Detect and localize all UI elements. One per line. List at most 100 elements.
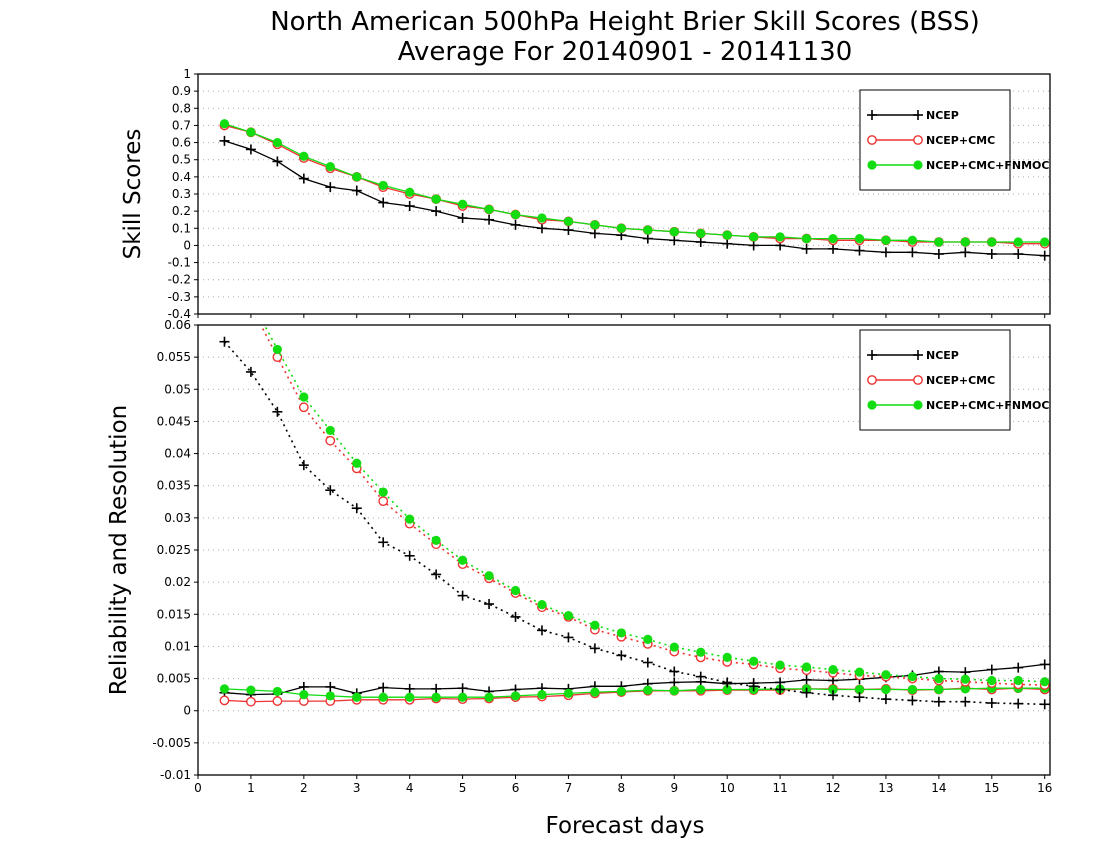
data-point [828,690,839,701]
data-point [378,487,388,497]
data-point [563,688,574,698]
data-point [272,406,283,417]
data-point [299,151,309,161]
legend-item: NCEP+CMC+FNMOC [867,159,1049,172]
data-point [219,684,230,694]
legend-marker [913,110,923,120]
y-tick-label: 0.3 [172,187,191,201]
y-tick-label: 0.005 [157,672,191,686]
data-point [669,642,679,652]
y-tick-label: 0.6 [172,136,191,150]
data-point [510,585,521,596]
data-point [828,233,838,244]
y-tick-label: -0.2 [168,273,191,287]
data-point [510,611,521,622]
data-point [642,657,653,668]
data-point [801,243,812,254]
data-point [484,214,495,225]
y-tick-label: -0.005 [152,736,191,750]
data-point [642,233,653,244]
data-point [933,249,944,259]
data-point [325,161,335,172]
data-point [272,137,282,148]
x-tick-label: 14 [931,781,946,795]
y-tick-label: 0.015 [157,607,191,621]
data-point [457,199,468,209]
panel-bottom: -0.01 -0.005 0 0.005 0.01 0.015 0.02 0.025 0.03 0… [106,250,1052,795]
data-point [907,672,918,682]
data-point [563,632,574,643]
x-tick-label: 7 [565,781,573,795]
data-point [272,344,282,355]
data-point [828,684,838,695]
data-point [457,213,468,223]
data-point [510,209,521,220]
data-point [1039,659,1050,670]
data-point [907,247,918,258]
legend-bottom: NCEP NCEP+CMC NCEP+CMC+FNMOC [859,329,1049,431]
data-point [219,119,230,129]
data-point [1013,249,1024,259]
y-tick-label: 0.04 [164,447,191,461]
data-point [457,692,468,702]
x-tick-label: 9 [670,781,678,795]
data-point [404,683,415,694]
y-tick-label: 0.4 [172,170,191,184]
legend-label: NCEP+CMC [926,134,995,147]
y-tick-label: 0.03 [164,511,191,525]
data-point [404,201,415,211]
y-tick-label: 1 [183,67,191,81]
data-point [775,232,785,242]
data-point [1013,698,1024,709]
x-tick-label: 10 [720,781,735,795]
data-point [722,230,732,240]
data-point [933,696,944,707]
data-point [695,237,706,247]
series-line [263,325,1045,683]
data-point [484,204,494,215]
data-point [722,684,732,695]
data-point [589,643,600,654]
data-point [801,687,812,698]
data-point [854,692,865,703]
data-point [1039,699,1050,710]
data-point [722,652,732,662]
data-point [378,180,388,191]
data-point [431,683,442,694]
series-ncep-cmc-solid [219,683,1050,707]
y-tick-label: 0.05 [164,382,191,396]
data-point [986,698,997,708]
series-ncep-cmc-fnmoc-solid [219,119,1050,247]
data-point [801,662,812,672]
y-tick-label: 0.035 [157,479,191,493]
data-point [828,664,838,675]
data-point [616,686,626,697]
y-axis-label-top: Skill Scores [120,129,146,260]
legend-label: NCEP+CMC [926,374,995,387]
data-point [722,238,733,249]
data-point [563,610,574,621]
data-point [352,692,362,702]
legend-marker [913,160,923,170]
legend-label: NCEP [926,349,959,362]
data-point [536,223,547,234]
data-point [220,250,229,259]
y-tick-label: 0 [183,238,191,252]
data-point [880,694,891,705]
data-point [643,685,653,695]
x-tick-label: 2 [300,781,308,795]
y-tick-label: 0.2 [172,204,191,218]
data-point [589,228,600,239]
data-point [352,458,362,468]
y-tick-label: 0 [183,704,191,718]
data-point [431,194,441,204]
data-point [298,460,309,471]
data-point [616,223,626,233]
data-point [696,647,706,657]
x-tick-label: 0 [194,781,202,795]
y-tick-label: 0.06 [164,318,191,332]
data-point [749,656,759,666]
y-tick-label: 0.02 [164,575,191,589]
data-point [616,650,627,661]
legend-marker [867,375,877,385]
